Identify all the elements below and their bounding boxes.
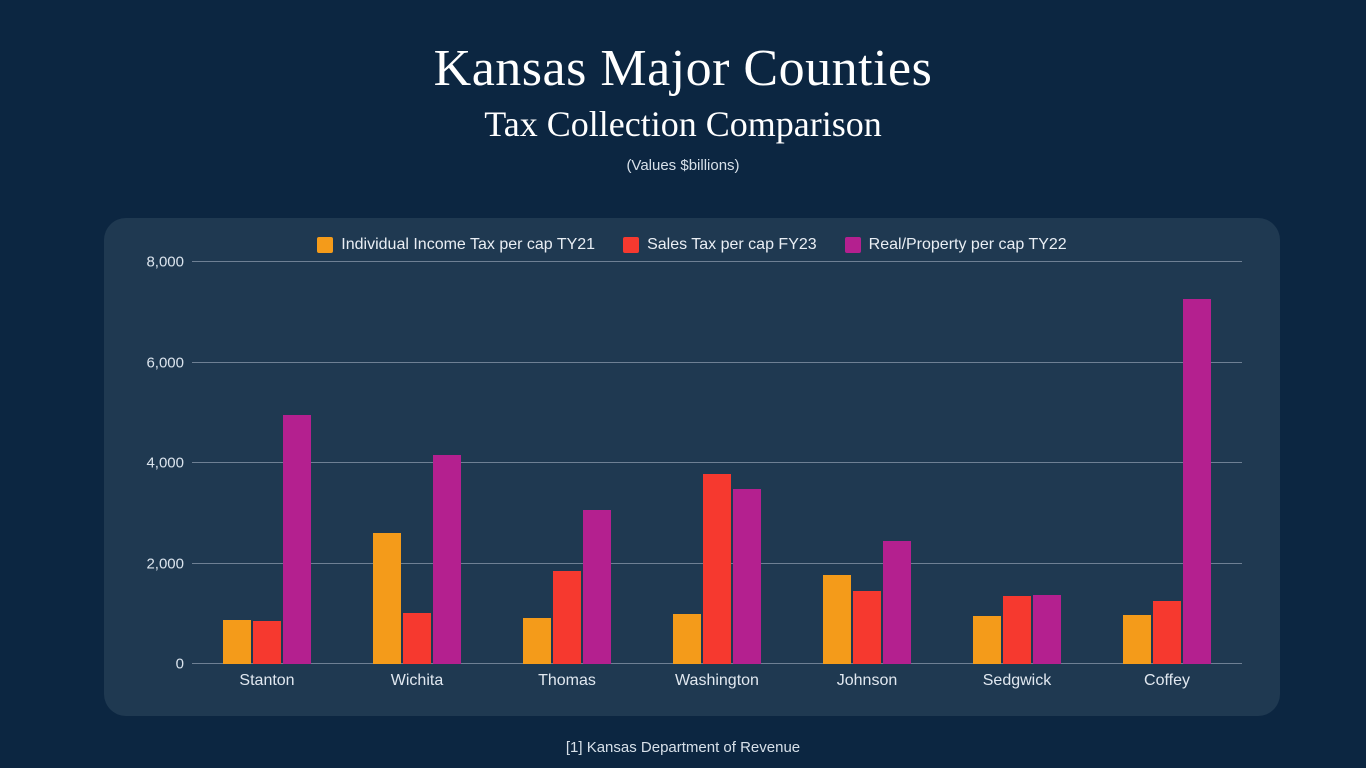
bar — [1033, 595, 1061, 664]
bar — [853, 591, 881, 664]
bar-group — [642, 262, 792, 664]
x-tick-label: Wichita — [342, 672, 492, 690]
chart-units: (Values $billions) — [0, 157, 1366, 174]
chart-title: Kansas Major Counties — [0, 42, 1366, 97]
bar — [1003, 596, 1031, 664]
legend-item: Real/Property per cap TY22 — [845, 236, 1067, 254]
bar — [1183, 299, 1211, 664]
bar — [703, 474, 731, 664]
x-tick-label: Washington — [642, 672, 792, 690]
bar — [673, 614, 701, 664]
y-tick-label: 6,000 — [132, 354, 184, 371]
chart-card: Individual Income Tax per cap TY21 Sales … — [104, 218, 1280, 716]
bar-groups — [192, 262, 1242, 664]
y-tick-label: 8,000 — [132, 254, 184, 271]
bar — [823, 575, 851, 664]
bar — [733, 489, 761, 664]
bar — [433, 455, 461, 664]
bar — [583, 510, 611, 664]
legend-label: Real/Property per cap TY22 — [869, 236, 1067, 254]
legend-label: Individual Income Tax per cap TY21 — [341, 236, 595, 254]
bar — [253, 621, 281, 664]
plot-area: 02,0004,0006,0008,000 — [192, 262, 1242, 664]
bar-group — [492, 262, 642, 664]
bar — [283, 415, 311, 664]
bar — [523, 618, 551, 664]
y-tick-label: 4,000 — [132, 455, 184, 472]
y-tick-label: 0 — [132, 656, 184, 673]
legend-swatch — [317, 237, 333, 253]
legend-label: Sales Tax per cap FY23 — [647, 236, 817, 254]
bar-group — [792, 262, 942, 664]
footnote: [1] Kansas Department of Revenue — [0, 739, 1366, 756]
bar — [973, 616, 1001, 664]
bar — [883, 541, 911, 664]
x-tick-label: Coffey — [1092, 672, 1242, 690]
legend-item: Sales Tax per cap FY23 — [623, 236, 817, 254]
bar — [223, 620, 251, 664]
y-tick-label: 2,000 — [132, 555, 184, 572]
bar — [373, 533, 401, 664]
legend: Individual Income Tax per cap TY21 Sales … — [132, 236, 1252, 254]
title-block: Kansas Major Counties Tax Collection Com… — [0, 0, 1366, 174]
bar — [553, 571, 581, 664]
bar-group — [342, 262, 492, 664]
bar — [403, 613, 431, 664]
legend-item: Individual Income Tax per cap TY21 — [317, 236, 595, 254]
bar-group — [192, 262, 342, 664]
bar-group — [942, 262, 1092, 664]
bar — [1123, 615, 1151, 664]
legend-swatch — [845, 237, 861, 253]
chart-subtitle: Tax Collection Comparison — [0, 103, 1366, 145]
x-tick-label: Stanton — [192, 672, 342, 690]
x-tick-label: Thomas — [492, 672, 642, 690]
x-tick-label: Johnson — [792, 672, 942, 690]
legend-swatch — [623, 237, 639, 253]
x-axis-labels: StantonWichitaThomasWashingtonJohnsonSed… — [192, 664, 1242, 690]
x-tick-label: Sedgwick — [942, 672, 1092, 690]
bar-group — [1092, 262, 1242, 664]
bar — [1153, 601, 1181, 664]
